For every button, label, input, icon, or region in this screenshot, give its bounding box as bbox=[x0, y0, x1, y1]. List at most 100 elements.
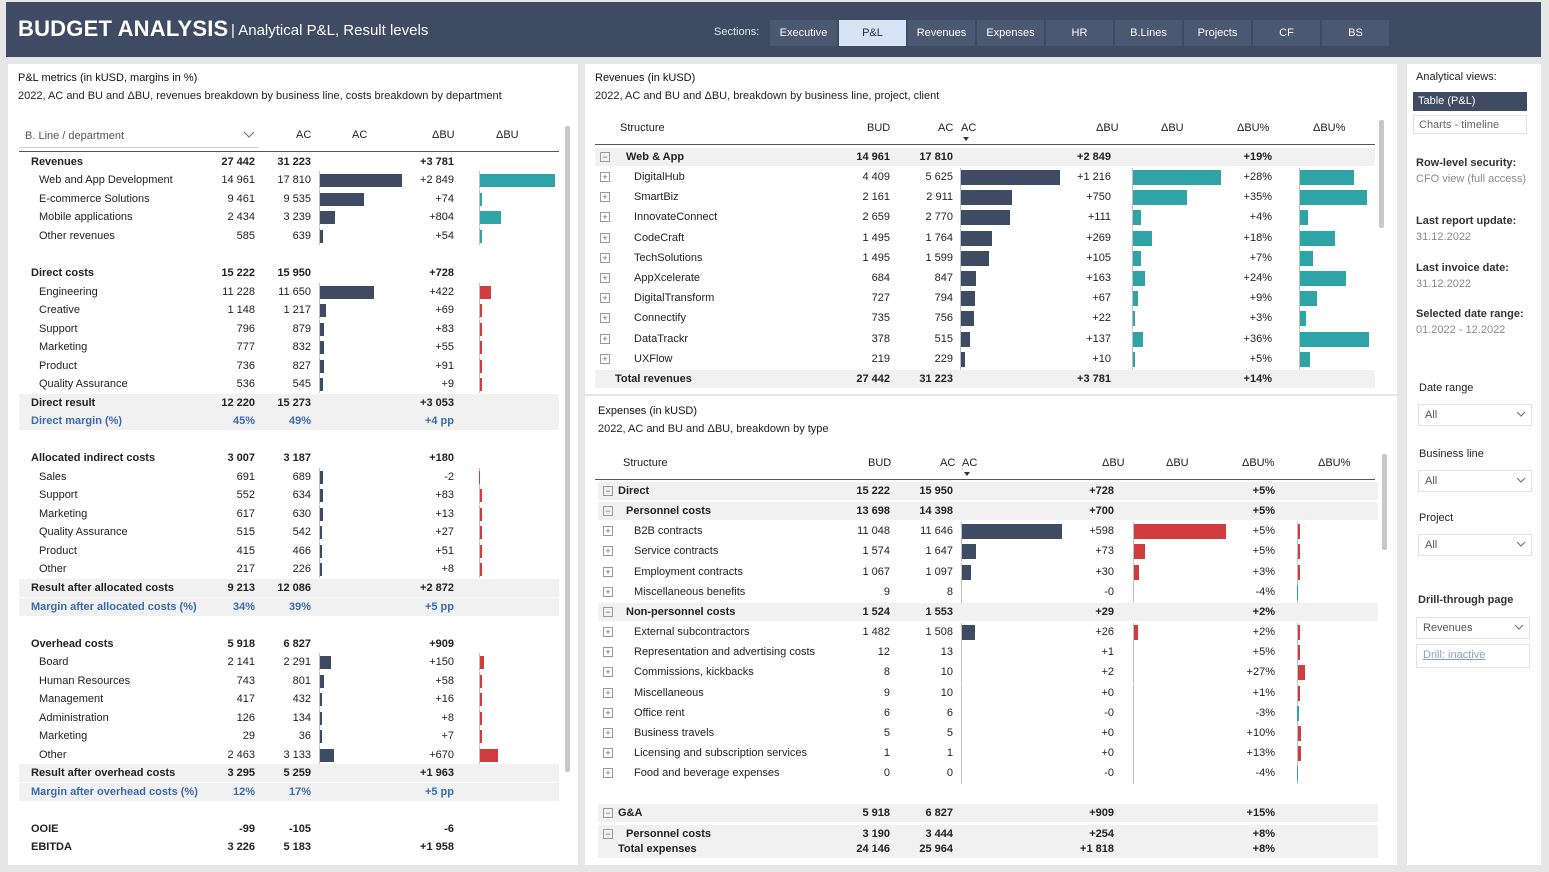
tab-hr[interactable]: HR bbox=[1046, 20, 1113, 46]
ac-bar bbox=[320, 304, 326, 317]
pct-axis bbox=[1299, 349, 1300, 370]
pl-row-ac: 630 bbox=[292, 508, 311, 520]
expand-icon[interactable]: + bbox=[600, 293, 610, 304]
pl-row-bu: 796 bbox=[236, 323, 255, 335]
col-dbu-pct: ΔBU% bbox=[1237, 122, 1270, 134]
expenses-row: − Direct 15 222 15 950 +728 +5% bbox=[598, 482, 1378, 500]
col-ac-chart: AC bbox=[961, 122, 977, 134]
col-ac-chart: AC bbox=[352, 129, 368, 141]
tab-projects[interactable]: Projects bbox=[1184, 20, 1251, 46]
expand-icon[interactable]: + bbox=[600, 252, 610, 263]
collapse-icon[interactable]: − bbox=[603, 808, 613, 819]
expand-icon[interactable]: + bbox=[603, 627, 613, 638]
pl-row: Engineering 11 228 11 650 +422 bbox=[19, 283, 559, 301]
pl-scrollbar[interactable] bbox=[565, 126, 570, 772]
project-dropdown[interactable]: All bbox=[1418, 534, 1532, 556]
group-bu: 14 961 bbox=[856, 151, 890, 163]
expand-icon[interactable]: + bbox=[603, 647, 613, 658]
row-ac: 15 950 bbox=[919, 485, 953, 497]
ac-axis bbox=[961, 643, 962, 664]
revenues-row: + SmartBiz 2 161 2 911 +750 +35% bbox=[595, 188, 1375, 209]
collapse-icon[interactable]: − bbox=[603, 506, 613, 517]
revenues-row: + DigitalHub 4 409 5 625 +1 216 +28% bbox=[595, 168, 1375, 188]
ac-axis bbox=[319, 338, 320, 356]
row-dbu-pct: -4% bbox=[1255, 585, 1275, 598]
expand-icon[interactable]: + bbox=[603, 747, 613, 758]
expand-icon[interactable]: + bbox=[603, 566, 613, 577]
business-line-dropdown[interactable]: All bbox=[1418, 470, 1532, 492]
col-dbu-pct-chart: ΔBU% bbox=[1318, 457, 1351, 469]
tab-executive[interactable]: Executive bbox=[770, 20, 837, 46]
group-label: Web & App bbox=[626, 151, 685, 163]
pl-row: E-commerce Solutions 9 461 9 535 +74 bbox=[19, 190, 559, 208]
expand-icon[interactable]: + bbox=[603, 768, 613, 779]
tab-bs[interactable]: BS bbox=[1322, 20, 1389, 46]
row-ac: 0 bbox=[946, 767, 953, 780]
expand-icon[interactable]: + bbox=[600, 313, 610, 324]
ac-axis bbox=[319, 171, 320, 189]
expand-icon[interactable]: + bbox=[603, 586, 613, 597]
expand-icon[interactable]: + bbox=[603, 667, 613, 678]
row-ac: 1 097 bbox=[925, 565, 953, 578]
revenues-scrollbar[interactable] bbox=[1379, 120, 1384, 228]
pl-row-dbu: +4 pp bbox=[424, 415, 454, 427]
dbu-axis bbox=[1133, 562, 1134, 583]
tab-pl[interactable]: P&L bbox=[839, 20, 906, 46]
expand-icon[interactable]: + bbox=[600, 333, 610, 344]
expand-icon[interactable]: + bbox=[600, 192, 610, 203]
pct-axis bbox=[1299, 309, 1300, 330]
tab-cf[interactable]: CF bbox=[1253, 20, 1320, 46]
expand-icon[interactable]: + bbox=[600, 172, 610, 182]
pl-row-bu: 9 461 bbox=[227, 193, 255, 205]
view-charts-button[interactable]: Charts - timeline bbox=[1413, 115, 1527, 134]
page-title: BUDGET ANALYSIS bbox=[18, 16, 229, 41]
expand-icon[interactable]: + bbox=[603, 546, 613, 557]
expand-icon[interactable]: + bbox=[603, 707, 613, 718]
pl-row: EBITDA 3 226 5 183 +1 958 bbox=[19, 838, 559, 856]
collapse-icon[interactable]: − bbox=[603, 486, 613, 496]
expand-icon[interactable]: + bbox=[600, 353, 610, 364]
drill-through-dropdown[interactable]: Revenues bbox=[1416, 617, 1530, 639]
pl-row-bu: 217 bbox=[236, 563, 255, 575]
ac-axis bbox=[960, 349, 961, 370]
pl-row-label: Direct result bbox=[31, 397, 96, 409]
pl-row: Board 2 141 2 291 +150 bbox=[19, 653, 559, 671]
tab-expenses[interactable]: Expenses bbox=[977, 20, 1044, 46]
ac-bar bbox=[320, 563, 322, 576]
expand-icon[interactable]: + bbox=[600, 212, 610, 223]
expand-icon[interactable]: + bbox=[603, 526, 613, 537]
expand-icon[interactable]: + bbox=[603, 687, 613, 698]
report-update-value: 31.12.2022 bbox=[1416, 231, 1472, 243]
row-ac: 1 764 bbox=[925, 231, 953, 244]
row-dbu-pct: +28% bbox=[1243, 171, 1272, 183]
pl-row-ac: 3 133 bbox=[283, 749, 311, 761]
collapse-icon[interactable]: − bbox=[603, 606, 613, 617]
date-range-dropdown[interactable]: All bbox=[1418, 404, 1532, 426]
collapse-icon[interactable]: − bbox=[603, 828, 613, 839]
dbu-bar bbox=[480, 730, 482, 743]
ac-axis bbox=[960, 309, 961, 330]
pct-axis bbox=[1297, 542, 1298, 563]
expand-icon[interactable]: + bbox=[600, 273, 610, 283]
collapse-icon[interactable]: − bbox=[600, 152, 610, 162]
expand-icon[interactable]: + bbox=[600, 232, 610, 243]
drill-button[interactable]: Drill: inactive bbox=[1416, 644, 1530, 668]
ac-axis bbox=[960, 168, 961, 188]
col-dbu: ΔBU bbox=[1102, 457, 1125, 469]
tab-blines[interactable]: B.Lines bbox=[1115, 20, 1182, 46]
ac-axis bbox=[319, 690, 320, 708]
pl-row-dbu: +8 bbox=[441, 563, 454, 575]
chevron-down-icon bbox=[1514, 624, 1524, 630]
pl-row-label: E-commerce Solutions bbox=[39, 193, 150, 205]
bline-department-filter[interactable]: B. Line / department bbox=[19, 124, 259, 148]
pl-row-ac: -105 bbox=[288, 823, 311, 835]
filter-label: B. Line / department bbox=[25, 130, 125, 142]
tab-revenues[interactable]: Revenues bbox=[908, 20, 975, 46]
dbu-axis bbox=[479, 190, 480, 208]
pct-bar bbox=[1300, 271, 1346, 286]
expand-icon[interactable]: + bbox=[603, 727, 613, 738]
row-bu: 735 bbox=[871, 312, 890, 325]
expenses-scrollbar[interactable] bbox=[1382, 454, 1387, 550]
view-table-button[interactable]: Table (P&L) bbox=[1413, 92, 1527, 111]
pl-row: Administration 126 134 +8 bbox=[19, 709, 559, 727]
